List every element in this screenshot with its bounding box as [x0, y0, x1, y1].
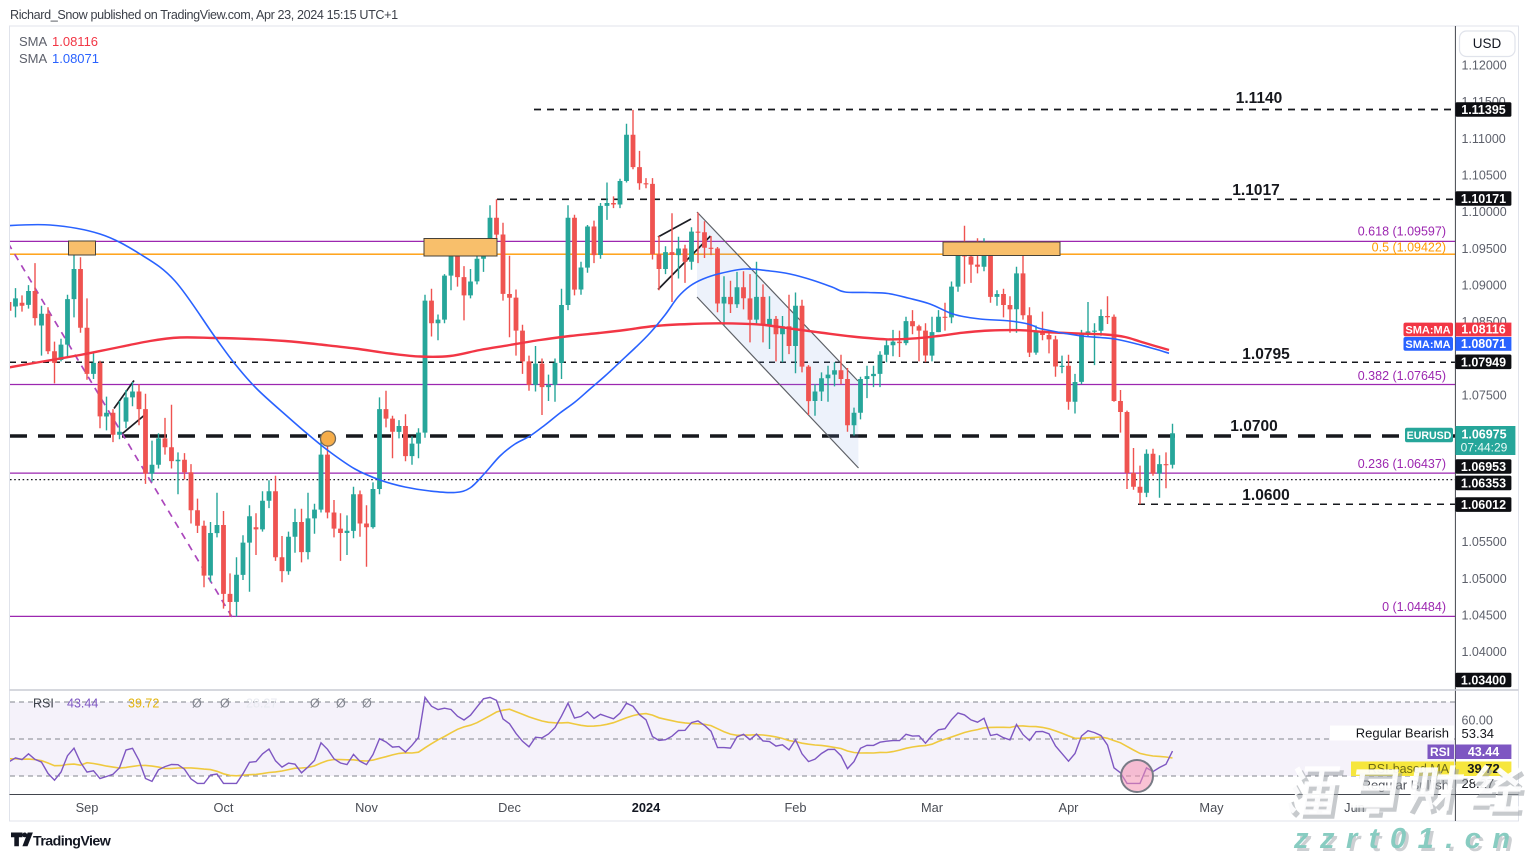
svg-text:53.34: 53.34 — [1462, 726, 1495, 741]
svg-text:1.10171: 1.10171 — [1461, 192, 1506, 206]
svg-text:SMA: SMA — [19, 51, 48, 66]
svg-text:Sep: Sep — [76, 800, 99, 815]
svg-text:60.00: 60.00 — [1462, 714, 1493, 728]
svg-text:1.09000: 1.09000 — [1462, 278, 1507, 292]
svg-text:1.06975: 1.06975 — [1461, 428, 1506, 442]
svg-text:1.10000: 1.10000 — [1462, 205, 1507, 219]
svg-text:1.11000: 1.11000 — [1462, 132, 1506, 146]
svg-text:Mar: Mar — [921, 800, 944, 815]
svg-text:Nov: Nov — [355, 800, 378, 815]
svg-text:1.04000: 1.04000 — [1462, 645, 1507, 659]
svg-text:Ø: Ø — [362, 697, 372, 711]
svg-text:EURUSD: EURUSD — [1407, 430, 1452, 442]
svg-text:1.08071: 1.08071 — [52, 51, 99, 66]
svg-text:RSI: RSI — [1430, 745, 1450, 759]
svg-text:Ø: Ø — [192, 697, 202, 711]
svg-text:1.08071: 1.08071 — [1461, 337, 1506, 351]
svg-text:SMA: SMA — [19, 34, 48, 49]
svg-text:1.06353: 1.06353 — [1461, 476, 1506, 490]
svg-text:1.0700: 1.0700 — [1230, 418, 1277, 435]
svg-text:Dec: Dec — [498, 800, 521, 815]
svg-text:39.72: 39.72 — [128, 697, 159, 711]
svg-text:USD: USD — [1473, 36, 1502, 51]
svg-text:1.08116: 1.08116 — [52, 34, 98, 49]
svg-text:1.10500: 1.10500 — [1462, 168, 1507, 182]
svg-text:Oct: Oct — [214, 800, 234, 815]
svg-text:43.44: 43.44 — [1468, 745, 1499, 759]
svg-text:0.5 (1.09422): 0.5 (1.09422) — [1372, 240, 1446, 254]
svg-text:Feb: Feb — [784, 800, 806, 815]
svg-text:1.11395: 1.11395 — [1461, 103, 1506, 117]
svg-text:0.236 (1.06437): 0.236 (1.06437) — [1358, 457, 1446, 471]
svg-text:May: May — [1199, 800, 1224, 815]
svg-text:Ø: Ø — [336, 697, 346, 711]
svg-text:1.05500: 1.05500 — [1462, 535, 1507, 549]
svg-text:1.05000: 1.05000 — [1462, 572, 1507, 586]
svg-text:0.618 (1.09597): 0.618 (1.09597) — [1358, 224, 1446, 238]
svg-text:Ø: Ø — [310, 697, 320, 711]
svg-text:0 (1.04484): 0 (1.04484) — [1382, 600, 1446, 614]
svg-text:1.08116: 1.08116 — [1461, 323, 1506, 337]
svg-text:zzrt01.cn: zzrt01.cn — [1293, 823, 1522, 855]
svg-text:RSI: RSI — [33, 697, 54, 711]
svg-text:Apr: Apr — [1059, 800, 1080, 815]
svg-text:07:44:29: 07:44:29 — [1461, 441, 1508, 455]
svg-text:1.03400: 1.03400 — [1461, 674, 1506, 688]
svg-text:1.1017: 1.1017 — [1232, 182, 1279, 199]
svg-text:TradingView: TradingView — [33, 834, 112, 850]
svg-text:0.382 (1.07645): 0.382 (1.07645) — [1358, 369, 1446, 383]
svg-text:28.27: 28.27 — [246, 697, 277, 711]
svg-text:SMA:MA: SMA:MA — [1405, 324, 1450, 336]
svg-text:1.0600: 1.0600 — [1242, 487, 1289, 504]
svg-text:1.04500: 1.04500 — [1462, 609, 1507, 623]
svg-text:1.06953: 1.06953 — [1461, 460, 1506, 474]
svg-text:SMA:MA: SMA:MA — [1405, 339, 1450, 351]
svg-text:zzrt01.cn: zzrt01.cn — [1296, 826, 1525, 857]
svg-text:1.07500: 1.07500 — [1462, 389, 1507, 403]
svg-text:43.44: 43.44 — [67, 697, 98, 711]
svg-text:Richard_Snow published on Trad: Richard_Snow published on TradingView.co… — [10, 8, 398, 22]
svg-text:1.06012: 1.06012 — [1461, 498, 1506, 512]
svg-text:1.1140: 1.1140 — [1236, 90, 1283, 107]
svg-text:Ø: Ø — [220, 697, 230, 711]
svg-text:1.07949: 1.07949 — [1461, 355, 1506, 369]
svg-text:1.09500: 1.09500 — [1462, 242, 1507, 256]
svg-text:2024: 2024 — [632, 800, 661, 815]
svg-text:1.12000: 1.12000 — [1462, 58, 1507, 72]
svg-text:1.0795: 1.0795 — [1242, 346, 1290, 363]
svg-text:Regular Bearish: Regular Bearish — [1356, 726, 1449, 741]
